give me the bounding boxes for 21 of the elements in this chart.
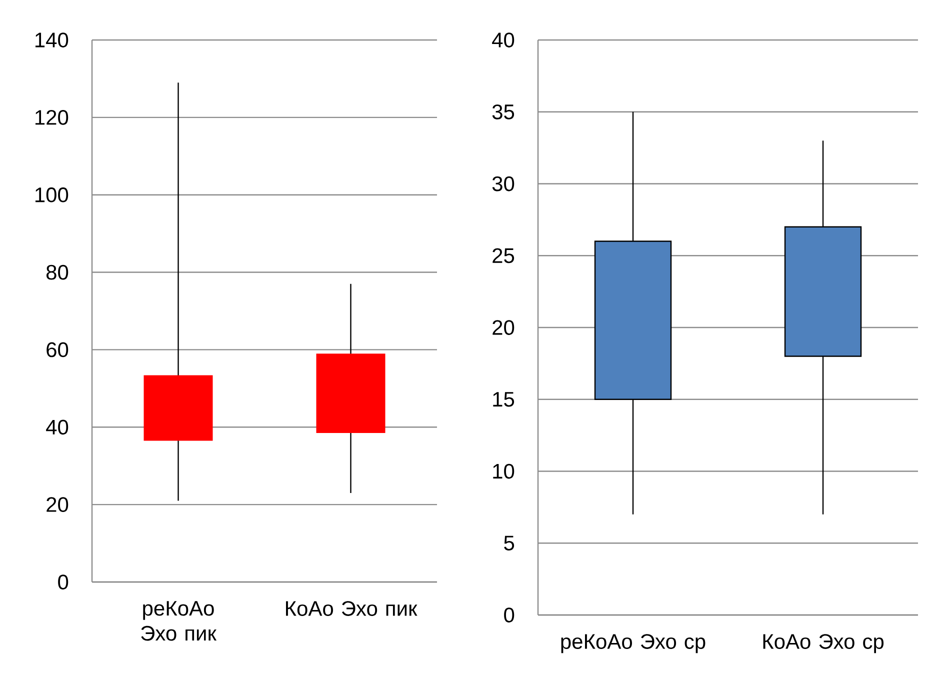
y-tick-label: 60 — [46, 342, 68, 358]
y-tick-label: 5 — [504, 536, 514, 550]
x-tick-label: реКоАо Эхо ср — [561, 634, 706, 654]
y-tick-label: 80 — [46, 264, 68, 280]
y-tick-label: 40 — [492, 32, 514, 48]
y-tick-label: 30 — [492, 176, 514, 192]
y-tick-label: 40 — [46, 420, 68, 435]
y-tick-label: 25 — [492, 248, 514, 264]
y-tick-label: 35 — [492, 104, 514, 120]
y-tick-label: 100 — [36, 187, 68, 202]
y-tick-label: 20 — [46, 497, 68, 512]
y-tick-label: 0 — [504, 608, 514, 622]
x-tick-label: реКоАо Эхо пик — [141, 601, 217, 641]
y-tick-label: 0 — [58, 574, 68, 590]
x-tick-label: КоАо Эхо ср — [763, 634, 884, 654]
y-tick-label: 140 — [36, 32, 68, 48]
y-tick-label: 15 — [493, 392, 514, 407]
y-tick-label: 10 — [493, 464, 514, 479]
y-tick-label: 120 — [36, 110, 68, 125]
y-tick-label: 20 — [492, 320, 514, 335]
x-tick-label: КоАо Эхо пик — [286, 601, 418, 616]
